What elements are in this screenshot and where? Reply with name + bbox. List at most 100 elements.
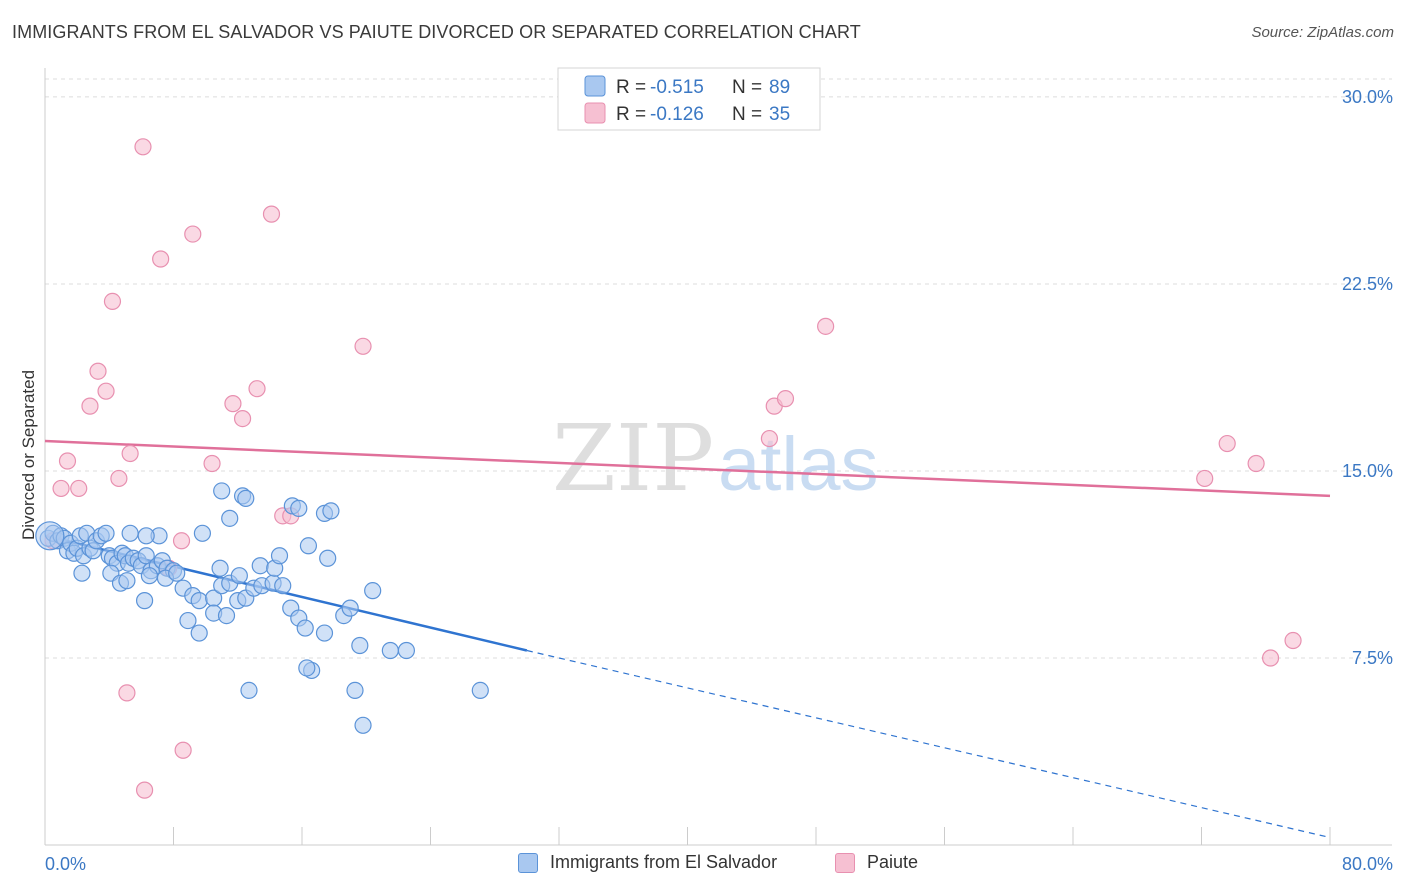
paiute-point	[817, 317, 835, 335]
legend-r-value-2: -0.126	[650, 104, 704, 125]
paiute-point	[760, 429, 779, 448]
x-tick-label: 80.0%	[1342, 854, 1393, 874]
salvador-point	[121, 524, 139, 542]
salvador-point	[240, 681, 258, 700]
x-tick-label: 0.0%	[45, 854, 86, 874]
paiute-point	[1218, 434, 1236, 453]
legend-r-value-1: -0.515	[650, 77, 704, 98]
salvador-point	[35, 521, 65, 551]
salvador-point	[140, 567, 159, 585]
legend-n-value-2: 35	[769, 104, 790, 125]
y-tick-label: 22.5%	[1342, 274, 1393, 294]
watermark-atlas: atlas	[718, 422, 879, 507]
legend-swatch-salvador	[518, 852, 538, 873]
watermark: ZIP atlas	[552, 405, 879, 512]
salvador-point	[341, 599, 359, 617]
legend-box: R = -0.515 N = 89 R = -0.126 N = 35	[557, 67, 821, 131]
paiute-point	[81, 397, 99, 415]
salvador-point	[471, 681, 489, 700]
paiute-point	[118, 684, 136, 702]
salvador-point	[315, 624, 334, 642]
y-tick-labels: 7.5% 15.0% 22.5% 30.0%	[1342, 87, 1393, 668]
paiute-point	[1261, 649, 1280, 667]
legend-item-paiute[interactable]: Paiute	[835, 852, 918, 873]
salvador-point	[251, 557, 269, 575]
salvador-point	[135, 592, 154, 610]
paiute-point	[134, 138, 152, 156]
paiute-point	[97, 382, 115, 400]
legend-swatch-pink	[584, 102, 606, 124]
legend-label-salvador: Immigrants from El Salvador	[550, 852, 778, 872]
salvador-point	[296, 619, 314, 637]
watermark-zip: ZIP	[552, 405, 714, 512]
bottom-legend: Immigrants from El Salvador Paiute	[0, 852, 1406, 878]
legend-swatch-paiute	[835, 852, 855, 873]
paiute-point	[233, 410, 252, 428]
paiute-point	[776, 390, 795, 408]
salvador-point	[190, 624, 208, 642]
salvador-point	[211, 559, 229, 577]
salvador-point	[351, 636, 369, 655]
legend-item-salvador[interactable]: Immigrants from El Salvador	[518, 852, 777, 873]
salvador-point	[322, 502, 340, 520]
salvador-point	[137, 527, 155, 545]
legend-n-label-2: N =	[732, 104, 762, 125]
legend-swatch-blue	[584, 75, 606, 97]
salvador-point	[397, 641, 416, 660]
legend-r-label-2: R =	[616, 104, 646, 125]
salvador-point	[97, 524, 115, 542]
paiute-point	[121, 444, 139, 463]
y-tick-label: 7.5%	[1352, 648, 1393, 668]
paiute-point	[70, 479, 88, 498]
y-tick-label: 15.0%	[1342, 461, 1393, 481]
axes	[44, 68, 1392, 846]
legend-n-value-1: 89	[769, 77, 790, 98]
paiute-trend-line	[44, 439, 1331, 498]
salvador-point	[118, 572, 136, 590]
paiute-points	[44, 138, 1302, 799]
paiute-point	[184, 225, 202, 243]
salvador-points	[35, 482, 489, 734]
paiute-point	[110, 469, 128, 488]
salvador-point	[381, 641, 399, 660]
salvador-point	[221, 509, 239, 527]
salvador-point	[237, 489, 255, 507]
chart-title: IMMIGRANTS FROM EL SALVADOR VS PAIUTE DI…	[12, 22, 861, 42]
paiute-point	[1196, 469, 1214, 488]
x-tick-labels: 0.0% 80.0%	[45, 854, 1393, 874]
source-credit: Source: ZipAtlas.com	[1251, 24, 1394, 41]
paiute-point	[152, 250, 170, 268]
salvador-point	[190, 592, 208, 610]
salvador-point	[290, 499, 308, 517]
salvador-point	[73, 564, 91, 582]
salvador-point	[213, 482, 231, 500]
paiute-point	[135, 781, 154, 799]
paiute-point	[354, 337, 372, 355]
salvador-trend-extension	[526, 649, 1331, 839]
paiute-point	[248, 380, 266, 398]
legend-label-paiute: Paiute	[867, 852, 919, 872]
salvador-point	[319, 549, 337, 567]
salvador-point	[298, 659, 316, 677]
paiute-point	[172, 532, 191, 550]
salvador-point	[217, 606, 236, 625]
paiute-point	[1247, 454, 1265, 473]
salvador-point	[354, 716, 372, 734]
salvador-point	[179, 611, 197, 630]
salvador-point	[299, 537, 318, 555]
paiute-point	[262, 205, 281, 223]
salvador-point	[230, 567, 248, 585]
salvador-point	[168, 564, 186, 582]
grid-lines	[45, 78, 1392, 659]
salvador-point	[270, 547, 289, 565]
legend-n-label-1: N =	[732, 77, 762, 98]
paiute-point	[1284, 631, 1302, 650]
paiute-point	[174, 741, 192, 759]
paiute-point	[203, 454, 221, 473]
y-axis-label: Divorced or Separated	[19, 370, 38, 540]
paiute-point	[58, 452, 77, 470]
legend-r-label-1: R =	[616, 77, 646, 98]
salvador-point	[346, 681, 364, 700]
paiute-point	[89, 362, 107, 380]
